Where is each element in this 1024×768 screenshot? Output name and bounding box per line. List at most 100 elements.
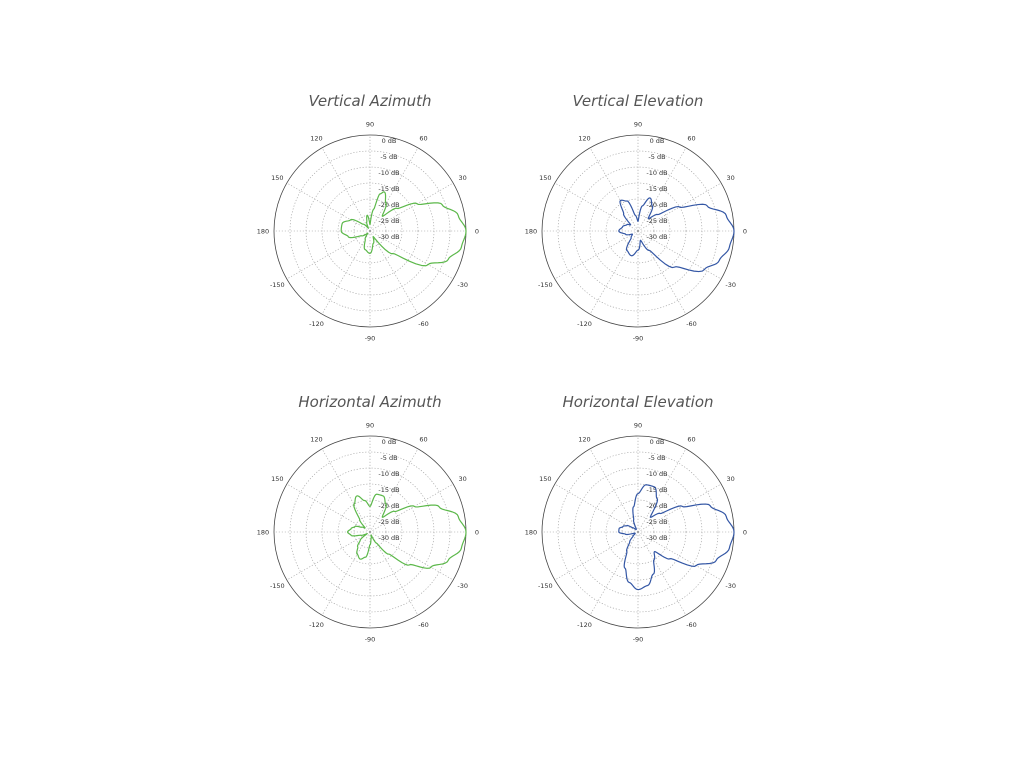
- radial-db-label: 0 dB: [382, 137, 397, 145]
- angle-tick-label: 90: [366, 120, 374, 128]
- angle-tick-label: 180: [257, 227, 269, 235]
- pattern-series-line: [618, 197, 735, 273]
- angle-tick-label: -150: [538, 582, 553, 590]
- pattern-series-line: [618, 484, 735, 591]
- angle-tick-label: 120: [310, 436, 322, 444]
- grid-spoke: [286, 230, 371, 280]
- radial-db-label: -10 dB: [646, 470, 667, 478]
- angle-tick-label: -60: [686, 320, 697, 328]
- grid-spoke: [589, 230, 639, 315]
- grid-ring: [289, 150, 451, 312]
- polar-chart-panel: Horizontal Elevation 0 30 60 90 120 150 180 -150…: [513, 393, 763, 693]
- angle-tick-label: 180: [257, 528, 269, 536]
- radial-db-label: -10 dB: [378, 470, 399, 478]
- radial-db-label: -15 dB: [378, 486, 399, 494]
- angle-tick-label: -60: [418, 320, 429, 328]
- angle-tick-label: 180: [525, 528, 537, 536]
- angle-tick-label: -90: [365, 635, 376, 643]
- grid-spoke: [369, 531, 419, 616]
- radial-db-label: -20 dB: [378, 502, 399, 510]
- grid-spoke: [637, 531, 722, 581]
- polar-chart-panel: Vertical Azimuth 0 30 60 90 120 150 180 -150 -120…: [245, 92, 495, 392]
- grid-spoke: [321, 147, 371, 232]
- angle-tick-label: 0: [475, 227, 479, 235]
- grid-spoke: [369, 531, 454, 581]
- angle-tick-label: -60: [418, 621, 429, 629]
- radial-db-label: -20 dB: [646, 502, 667, 510]
- radial-db-label: 0 dB: [650, 438, 665, 446]
- angle-tick-label: 150: [271, 475, 283, 483]
- grid-spoke: [286, 483, 371, 533]
- angle-tick-label: 60: [419, 436, 427, 444]
- grid-spoke: [589, 448, 639, 533]
- grid-ring: [289, 451, 451, 613]
- angle-tick-label: 60: [687, 436, 695, 444]
- radial-db-label: -10 dB: [378, 169, 399, 177]
- grid-spoke: [554, 483, 639, 533]
- grid-spoke: [589, 147, 639, 232]
- grid-ring: [337, 198, 403, 264]
- grid-spoke: [321, 230, 371, 315]
- grid-ring: [605, 198, 671, 264]
- chart-title: Vertical Elevation: [572, 92, 704, 110]
- chart-title: Vertical Azimuth: [308, 92, 432, 110]
- angle-tick-label: 150: [539, 174, 551, 182]
- pattern-series-line: [340, 191, 467, 267]
- grid-spoke: [369, 230, 419, 315]
- angle-tick-label: -30: [457, 582, 468, 590]
- angle-tick-label: -30: [457, 281, 468, 289]
- polar-chart-panel: Horizontal Azimuth 0 30 60 90 120 150 180 -150 -1…: [245, 393, 495, 693]
- radial-db-label: -15 dB: [646, 486, 667, 494]
- radial-db-label: -20 dB: [646, 201, 667, 209]
- angle-tick-label: -150: [270, 281, 285, 289]
- radial-db-label: -25 dB: [378, 518, 399, 526]
- grid-spoke: [286, 531, 371, 581]
- polar-plot: 0 30 60 90 120 150 180 -150 -120 -90 -60 -30 0 dB -5 …: [525, 120, 747, 342]
- grid-ring: [557, 150, 719, 312]
- radial-db-label: -25 dB: [378, 217, 399, 225]
- grid-spoke: [637, 483, 722, 533]
- angle-tick-label: 120: [578, 436, 590, 444]
- grid-spoke: [637, 230, 722, 280]
- grid-spoke: [369, 483, 454, 533]
- angle-tick-label: -120: [577, 621, 592, 629]
- angle-tick-label: -120: [577, 320, 592, 328]
- radial-db-label: -30 dB: [378, 534, 399, 542]
- angle-tick-label: -90: [633, 635, 644, 643]
- grid-spoke: [637, 531, 687, 616]
- grid-spoke: [321, 448, 371, 533]
- grid-spoke: [369, 182, 454, 232]
- pattern-series-line: [347, 493, 467, 569]
- grid-ring: [337, 499, 403, 565]
- radial-db-label: -25 dB: [646, 217, 667, 225]
- angle-tick-label: 30: [459, 174, 467, 182]
- radial-db-label: -25 dB: [646, 518, 667, 526]
- radial-db-label: -20 dB: [378, 201, 399, 209]
- grid-spoke: [637, 230, 687, 315]
- grid-ring: [557, 451, 719, 613]
- angle-tick-label: 60: [687, 135, 695, 143]
- angle-tick-label: -30: [725, 582, 736, 590]
- radial-db-label: -5 dB: [648, 153, 665, 161]
- angle-tick-label: -90: [365, 334, 376, 342]
- radial-db-label: -15 dB: [378, 185, 399, 193]
- angle-tick-label: 120: [310, 135, 322, 143]
- radial-db-label: -10 dB: [646, 169, 667, 177]
- polar-plot: 0 30 60 90 120 150 180 -150 -120 -90 -60 -30 0 dB -5 …: [525, 421, 747, 643]
- radial-db-label: 0 dB: [382, 438, 397, 446]
- radial-db-label: -15 dB: [646, 185, 667, 193]
- grid-spoke: [554, 230, 639, 280]
- angle-tick-label: 90: [634, 421, 642, 429]
- angle-tick-label: 120: [578, 135, 590, 143]
- chart-title: Horizontal Azimuth: [298, 393, 442, 411]
- angle-tick-label: -120: [309, 621, 324, 629]
- angle-tick-label: -30: [725, 281, 736, 289]
- polar-plot: 0 30 60 90 120 150 180 -150 -120 -90 -60 -30 0 dB -5 …: [257, 421, 479, 643]
- radial-db-label: -30 dB: [646, 233, 667, 241]
- angle-tick-label: 0: [743, 227, 747, 235]
- angle-tick-label: -150: [538, 281, 553, 289]
- grid-ring: [605, 499, 671, 565]
- radial-db-label: -30 dB: [378, 233, 399, 241]
- angle-tick-label: 150: [271, 174, 283, 182]
- angle-tick-label: -120: [309, 320, 324, 328]
